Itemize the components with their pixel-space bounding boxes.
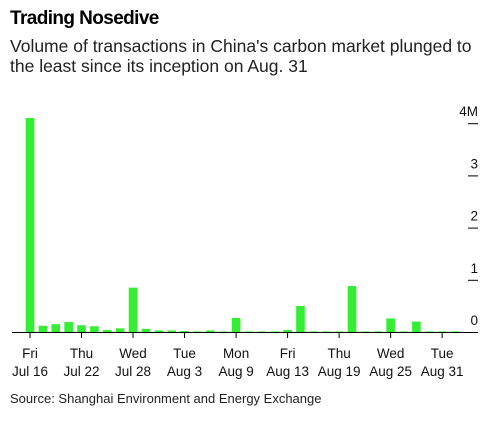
bar xyxy=(77,325,86,332)
bar xyxy=(206,330,215,332)
x-tick-label-day: Mon xyxy=(223,346,249,361)
bar xyxy=(270,331,280,332)
bar xyxy=(51,324,61,332)
bar xyxy=(115,328,125,332)
bar xyxy=(450,331,460,332)
bar xyxy=(386,318,395,332)
x-tick-label-date: Aug 31 xyxy=(421,364,464,379)
source-note: Source: Shanghai Environment and Energy … xyxy=(10,391,322,406)
bar xyxy=(64,322,73,332)
x-tick-label-date: Aug 13 xyxy=(266,364,309,379)
bar xyxy=(412,321,421,332)
bar xyxy=(399,331,408,332)
bar xyxy=(334,331,344,332)
bar xyxy=(424,331,434,332)
bar xyxy=(231,317,241,332)
y-axis: 0 1 2 3 4M xyxy=(459,104,478,328)
x-tick-label-date: Jul 16 xyxy=(12,364,48,379)
bar xyxy=(283,329,292,332)
bar xyxy=(141,328,151,332)
bar xyxy=(218,331,228,332)
bar xyxy=(102,329,112,332)
x-tick-label-day: Wed xyxy=(377,346,405,361)
bars-group xyxy=(25,117,460,332)
bar xyxy=(180,330,189,332)
x-tick-label-day: Fri xyxy=(22,346,38,361)
y-tick-label: 3 xyxy=(470,156,478,171)
bar xyxy=(167,330,176,332)
bar xyxy=(347,286,357,332)
y-tick-label: 4M xyxy=(459,104,478,119)
x-tick-label-day: Tue xyxy=(173,346,196,361)
x-tick-label-day: Wed xyxy=(119,346,147,361)
bar xyxy=(128,287,138,332)
x-tick-label-day: Thu xyxy=(70,346,93,361)
chart-subtitle: Volume of transactions in China's carbon… xyxy=(10,36,472,76)
x-tick-label-date: Jul 28 xyxy=(115,364,151,379)
x-tick-label-day: Tue xyxy=(431,346,454,361)
bar xyxy=(193,331,202,332)
bar xyxy=(437,331,447,332)
bar xyxy=(360,331,370,332)
bar xyxy=(321,331,331,332)
bar xyxy=(38,325,48,332)
bar xyxy=(244,331,254,332)
x-tick-label-date: Aug 25 xyxy=(369,364,412,379)
x-tick-label-date: Aug 19 xyxy=(318,364,361,379)
x-tick-label-day: Thu xyxy=(327,346,350,361)
bar xyxy=(154,330,164,332)
x-axis: Fri Jul 16 Thu Jul 22 Wed Jul 28 Tue Aug 3 Mon Au… xyxy=(12,332,478,379)
x-tick-label-date: Jul 22 xyxy=(64,364,100,379)
y-tick-label: 2 xyxy=(470,209,478,224)
bar xyxy=(257,331,267,332)
x-tick-label-date: Aug 9 xyxy=(218,364,253,379)
bar xyxy=(309,331,318,332)
y-tick-label: 0 xyxy=(470,313,478,328)
bar xyxy=(25,117,35,332)
x-tick-label-date: Aug 3 xyxy=(167,364,202,379)
y-tick-label: 1 xyxy=(470,261,478,276)
x-tick-label-day: Fri xyxy=(280,346,296,361)
chart-title: Trading Nosedive xyxy=(10,8,159,29)
bar xyxy=(373,331,383,332)
bar xyxy=(90,326,99,332)
bar xyxy=(296,305,305,332)
